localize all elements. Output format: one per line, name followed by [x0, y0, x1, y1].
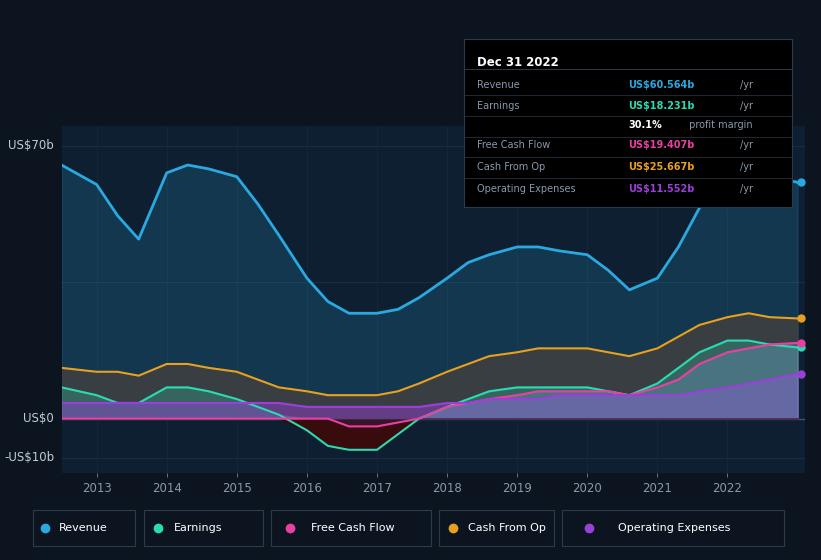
Text: Revenue: Revenue — [477, 80, 520, 90]
Text: /yr: /yr — [740, 140, 753, 150]
Text: /yr: /yr — [740, 162, 753, 172]
Text: Free Cash Flow: Free Cash Flow — [477, 140, 550, 150]
Text: US$25.667b: US$25.667b — [628, 162, 695, 172]
Text: Dec 31 2022: Dec 31 2022 — [477, 56, 559, 69]
Text: profit margin: profit margin — [686, 120, 752, 130]
Text: /yr: /yr — [740, 101, 753, 111]
Text: US$70b: US$70b — [8, 139, 54, 152]
Text: US$19.407b: US$19.407b — [628, 140, 695, 150]
Text: Operating Expenses: Operating Expenses — [618, 523, 730, 533]
Text: US$11.552b: US$11.552b — [628, 184, 695, 194]
Text: Cash From Op: Cash From Op — [468, 523, 546, 533]
Text: Operating Expenses: Operating Expenses — [477, 184, 576, 194]
Text: Free Cash Flow: Free Cash Flow — [311, 523, 395, 533]
Text: Earnings: Earnings — [173, 523, 222, 533]
Text: 30.1%: 30.1% — [628, 120, 662, 130]
Text: US$0: US$0 — [23, 412, 54, 425]
Text: /yr: /yr — [740, 80, 753, 90]
Text: /yr: /yr — [740, 184, 753, 194]
Text: Revenue: Revenue — [58, 523, 108, 533]
Text: US$18.231b: US$18.231b — [628, 101, 695, 111]
Text: US$60.564b: US$60.564b — [628, 80, 695, 90]
Text: -US$10b: -US$10b — [4, 451, 54, 464]
Text: Earnings: Earnings — [477, 101, 520, 111]
Text: Cash From Op: Cash From Op — [477, 162, 545, 172]
